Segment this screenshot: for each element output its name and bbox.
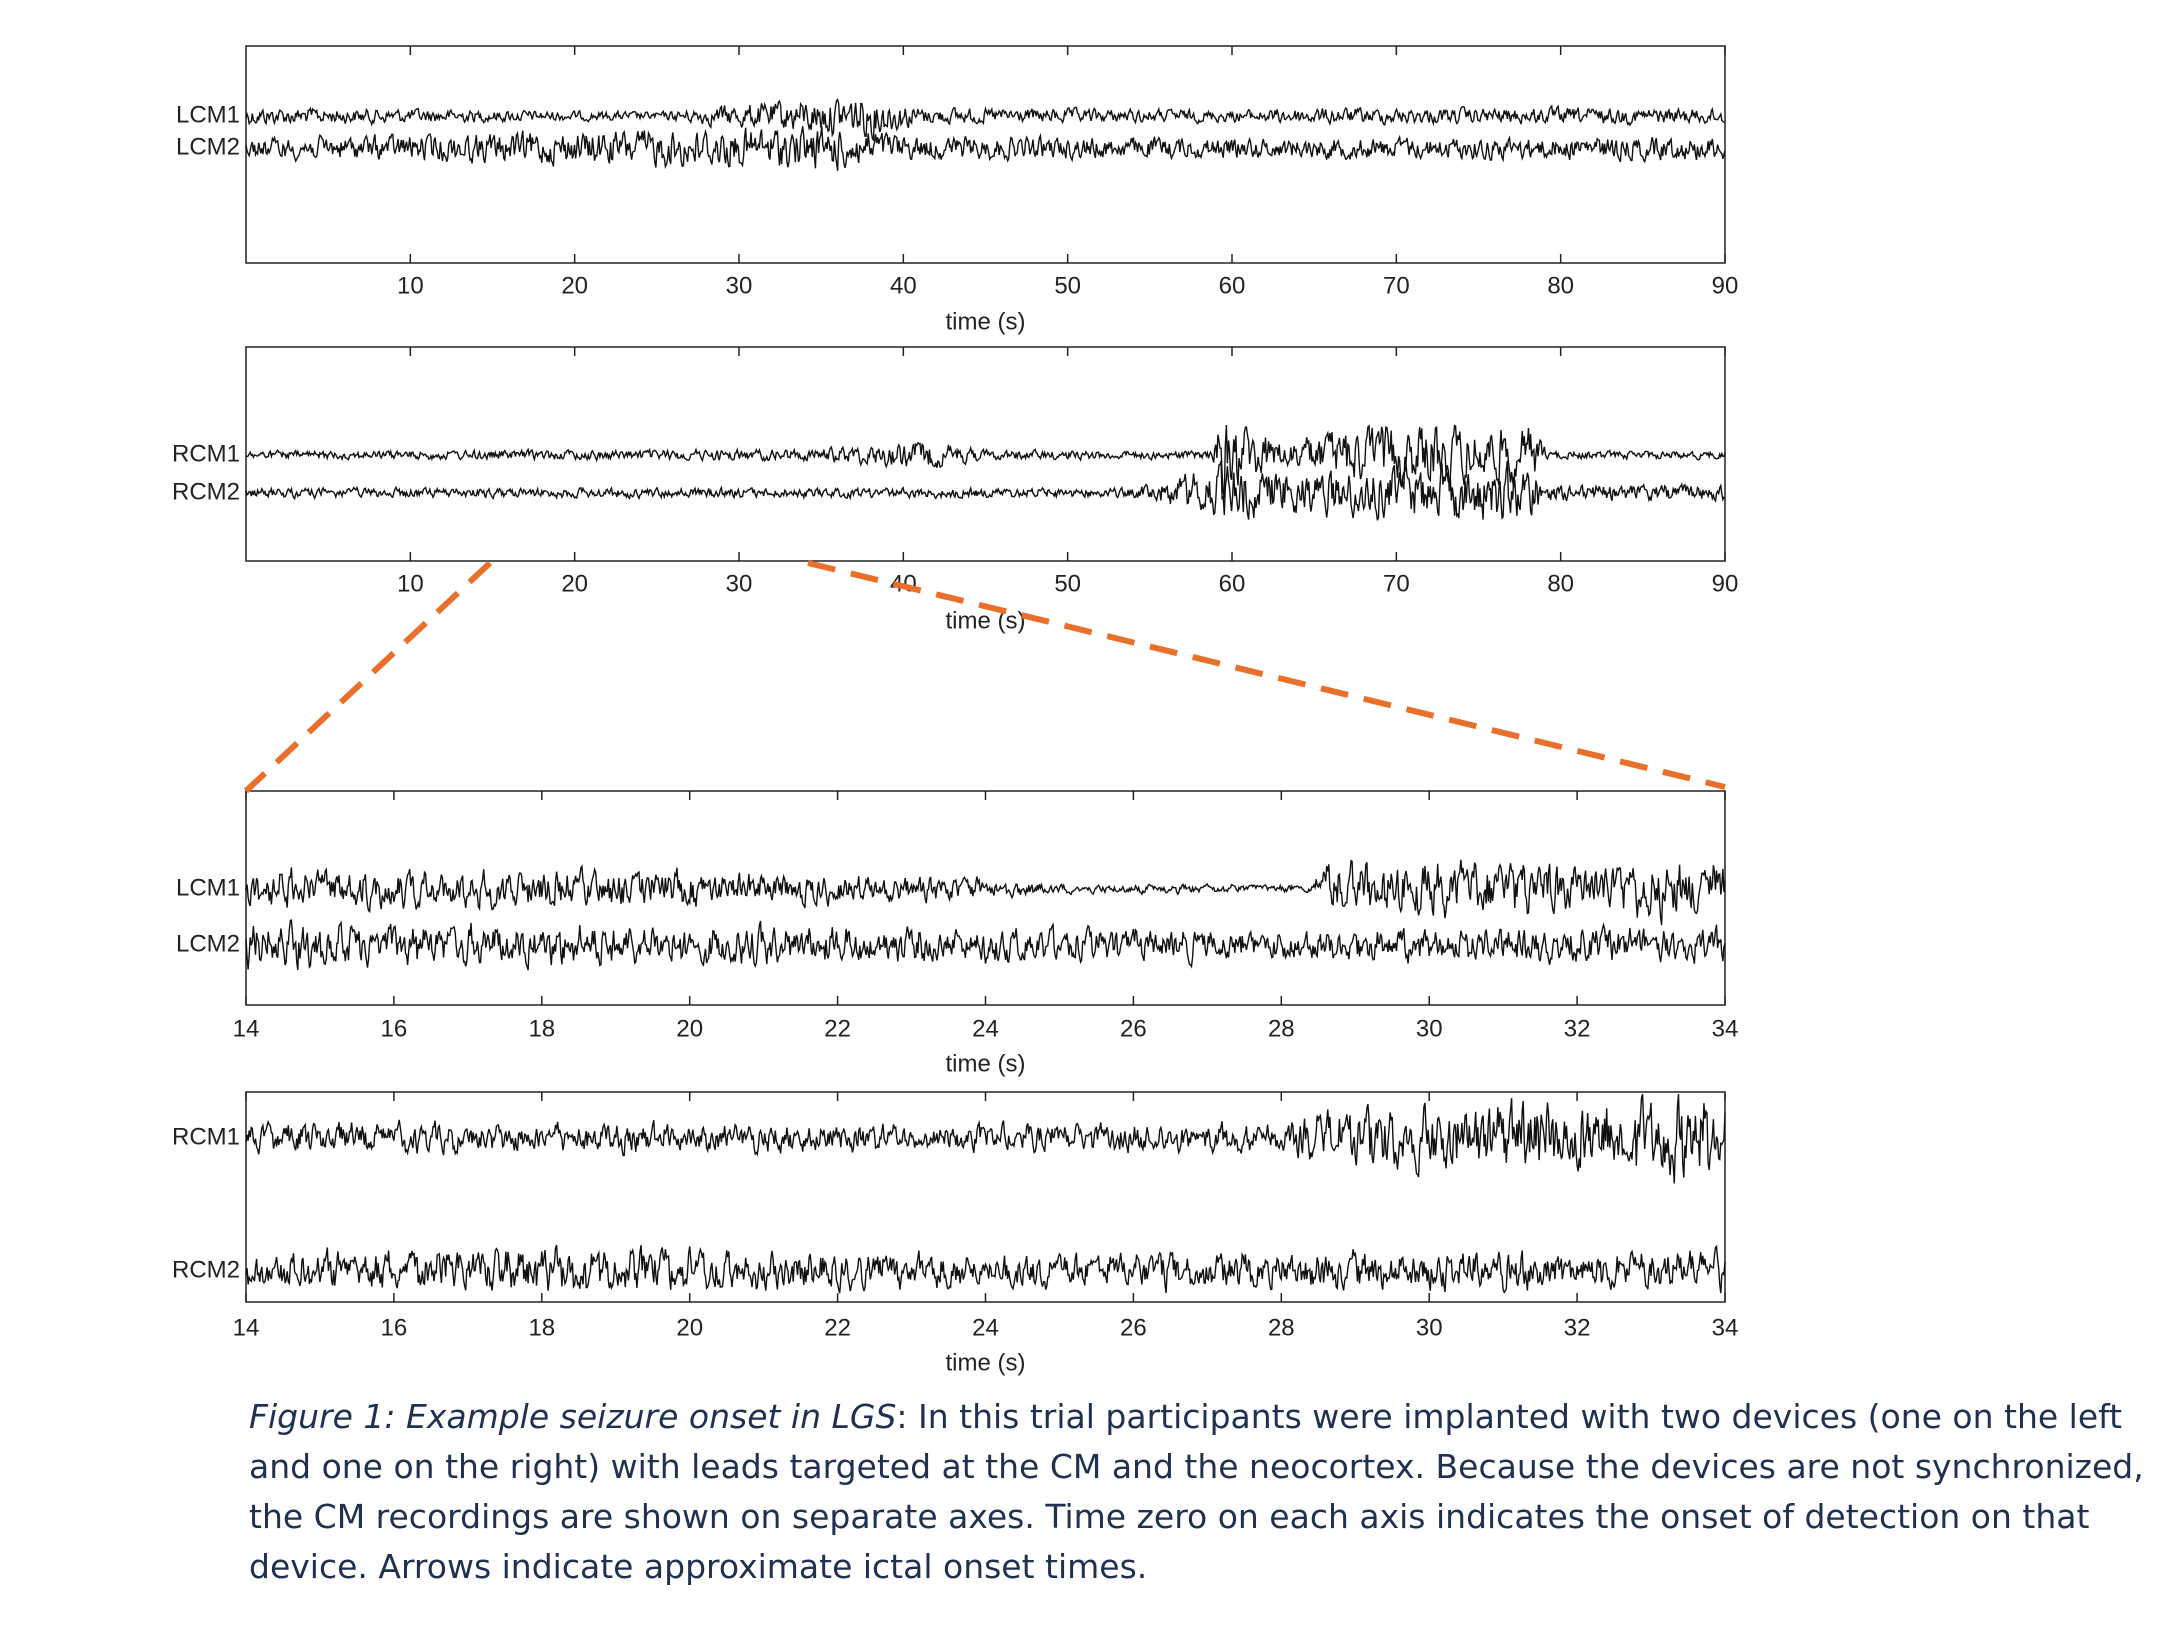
channel-label: RCM1 (172, 1123, 240, 1150)
x-tick-label: 26 (1120, 1015, 1147, 1042)
eeg-trace (245, 1093, 1726, 1184)
x-tick-label: 32 (1564, 1015, 1591, 1042)
x-tick-label: 20 (676, 1314, 703, 1341)
channel-label: RCM1 (172, 440, 240, 467)
x-tick-label: 80 (1547, 570, 1574, 597)
x-tick-label: 26 (1120, 1314, 1147, 1341)
x-tick-label: 50 (1054, 272, 1081, 299)
axes-box (245, 790, 1726, 1006)
x-tick-label: 10 (397, 272, 424, 299)
zoom-connector (243, 560, 493, 794)
figure: 10 20 30 40 50 60 70 80 90 time (s) LCM1 LCM2 10 20 30… (172, 45, 1739, 1376)
axes-box (245, 346, 1726, 562)
x-tick-label: 20 (561, 272, 588, 299)
eeg-trace (245, 424, 1726, 498)
x-axis-label: time (s) (946, 308, 1026, 335)
x-axis-label: time (s) (946, 607, 1026, 634)
x-tick-label: 22 (824, 1314, 851, 1341)
x-tick-label: 50 (1054, 570, 1081, 597)
x-tick-label: 30 (1416, 1314, 1443, 1341)
x-tick-label: 24 (972, 1314, 999, 1341)
x-tick-label: 34 (1712, 1015, 1739, 1042)
eeg-trace (245, 98, 1726, 142)
channel-label: LCM2 (176, 133, 240, 160)
zoom-connector (807, 560, 1726, 790)
x-tick-label: 20 (676, 1015, 703, 1042)
x-tick-label: 30 (1416, 1015, 1443, 1042)
eeg-trace (245, 859, 1726, 926)
x-tick-label: 28 (1268, 1314, 1295, 1341)
axes-box (245, 45, 1726, 264)
channel-label: RCM2 (172, 1256, 240, 1283)
x-tick-label: 80 (1547, 272, 1574, 299)
x-tick-label: 18 (528, 1015, 555, 1042)
x-tick-label: 70 (1383, 272, 1410, 299)
x-tick-label: 90 (1712, 570, 1739, 597)
x-axis-label: time (s) (946, 1349, 1026, 1376)
channel-label: LCM2 (176, 930, 240, 957)
x-tick-label: 28 (1268, 1015, 1295, 1042)
x-tick-label: 16 (381, 1015, 408, 1042)
eeg-trace (245, 125, 1726, 171)
x-tick-label: 70 (1383, 570, 1410, 597)
channel-label: LCM1 (176, 874, 240, 901)
x-axis-label: time (s) (946, 1050, 1026, 1077)
x-tick-label: 60 (1219, 272, 1246, 299)
x-tick-label: 40 (890, 272, 917, 299)
eeg-trace (245, 460, 1726, 521)
x-tick-label: 32 (1564, 1314, 1591, 1341)
x-tick-label: 90 (1712, 272, 1739, 299)
x-tick-label: 24 (972, 1015, 999, 1042)
caption-label: Figure 1: Example seizure onset in LGS (249, 1397, 897, 1436)
x-tick-label: 10 (397, 570, 424, 597)
x-tick-label: 18 (528, 1314, 555, 1341)
x-tick-label: 30 (726, 570, 753, 597)
caption-text: : In this trial participants were implan… (249, 1397, 2144, 1586)
x-tick-label: 14 (233, 1015, 260, 1042)
x-tick-label: 16 (381, 1314, 408, 1341)
x-tick-label: 34 (1712, 1314, 1739, 1341)
caption: Figure 1: Example seizure onset in LGS: … (249, 1392, 2179, 1592)
eeg-trace (245, 1244, 1726, 1294)
x-tick-label: 60 (1219, 570, 1246, 597)
x-tick-label: 30 (726, 272, 753, 299)
x-tick-label: 14 (233, 1314, 260, 1341)
channel-label: LCM1 (176, 101, 240, 128)
x-tick-label: 20 (561, 570, 588, 597)
eeg-trace (245, 919, 1726, 971)
x-tick-label: 22 (824, 1015, 851, 1042)
channel-label: RCM2 (172, 478, 240, 505)
